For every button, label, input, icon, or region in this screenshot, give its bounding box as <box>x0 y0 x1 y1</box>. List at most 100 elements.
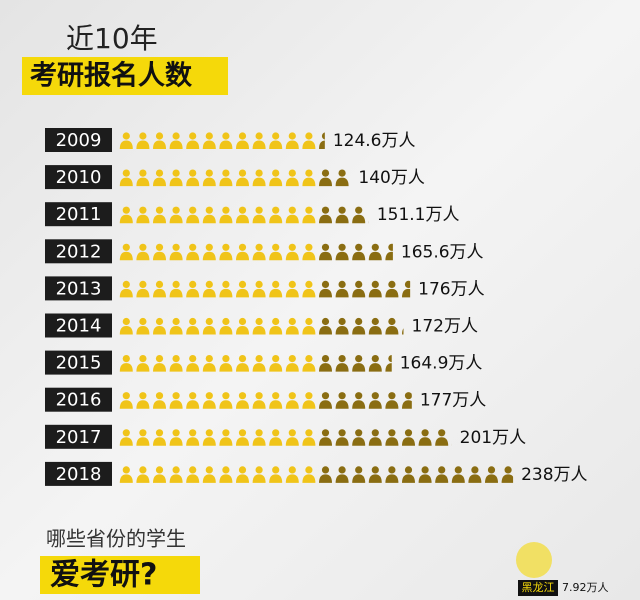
icon-body <box>153 288 166 298</box>
icon-body <box>335 474 349 483</box>
year-box <box>45 313 112 338</box>
value-label: 140万人 <box>358 168 424 188</box>
icon-head <box>172 280 180 288</box>
icon-body <box>352 363 366 372</box>
icon-body <box>202 437 216 446</box>
icon-body <box>169 326 183 335</box>
icon-head <box>155 317 164 326</box>
icon-head <box>438 466 446 474</box>
icon-body <box>153 214 166 224</box>
section-title: 爱考研? <box>50 558 157 593</box>
icon-body <box>186 474 200 483</box>
icon-body <box>285 140 299 149</box>
icon-head <box>305 280 313 288</box>
icon-head <box>172 206 180 214</box>
icon-body <box>335 363 349 372</box>
icon-body <box>186 251 200 261</box>
icon-body <box>169 437 183 446</box>
icon-body <box>285 288 299 298</box>
icon-body <box>219 214 233 224</box>
icon-body <box>451 474 465 483</box>
icon-body <box>285 400 299 409</box>
icon-head <box>172 243 180 251</box>
icon-head <box>222 243 230 251</box>
icon-head <box>371 429 379 437</box>
icon-body <box>169 363 183 372</box>
icon-head <box>122 280 130 288</box>
icon-body <box>186 140 200 149</box>
icon-head <box>371 466 379 474</box>
year-label: 2012 <box>56 241 102 262</box>
icon-head <box>321 355 330 363</box>
icon-body <box>302 437 316 446</box>
icon-head <box>122 243 130 251</box>
icon-body <box>202 288 216 298</box>
icon-head <box>404 392 412 400</box>
icon-body <box>169 474 183 483</box>
icon-head <box>321 280 330 288</box>
icon-head <box>305 317 313 326</box>
icon-body <box>219 251 233 261</box>
icon-head <box>222 317 230 326</box>
province-name: 黑龙江 <box>522 581 555 594</box>
icon-body <box>368 326 382 335</box>
year-box <box>45 202 112 227</box>
icon-body <box>319 288 332 298</box>
icon-body <box>186 214 200 224</box>
icon-head <box>155 429 164 437</box>
icon-head <box>338 243 346 251</box>
value-label: 151.1万人 <box>377 205 460 225</box>
icon-body <box>236 177 249 187</box>
year-label: 2009 <box>56 130 102 151</box>
icon-head <box>255 466 263 474</box>
icon-head <box>388 280 396 288</box>
icon-body <box>119 214 133 224</box>
icon-head <box>255 206 263 214</box>
icon-bar <box>119 355 392 372</box>
icon-head <box>238 317 247 326</box>
icon-head <box>205 243 213 251</box>
value-label: 165.6万人 <box>401 242 484 262</box>
icon-body <box>252 177 266 187</box>
icon-body <box>368 251 382 261</box>
icon-body <box>319 437 332 446</box>
icon-bar <box>119 466 514 483</box>
icon-bar <box>119 280 411 298</box>
icon-head <box>321 392 330 400</box>
icon-head <box>122 466 130 474</box>
icon-body <box>136 140 150 149</box>
icon-head <box>189 466 197 474</box>
icon-body <box>368 400 382 409</box>
icon-head <box>222 392 230 400</box>
icon-body <box>252 400 266 409</box>
icon-body <box>385 363 392 372</box>
icon-head <box>205 280 213 288</box>
icon-body <box>186 288 200 298</box>
icon-head <box>388 429 396 437</box>
icon-head <box>321 206 330 214</box>
icon-head <box>305 243 313 251</box>
icon-body <box>368 288 382 298</box>
icon-head <box>139 392 147 400</box>
icon-head <box>355 243 363 251</box>
icon-head <box>288 169 296 177</box>
chart-subtitle: 考研报名人数 <box>30 60 193 92</box>
icon-body <box>169 177 183 187</box>
icon-head <box>222 355 230 363</box>
icon-body <box>368 474 382 483</box>
icon-body <box>418 474 432 483</box>
icon-body <box>219 177 233 187</box>
icon-head <box>288 206 296 214</box>
year-label: 2014 <box>56 316 102 337</box>
year-box <box>45 424 112 449</box>
icon-body <box>153 474 166 483</box>
icon-body <box>202 251 216 261</box>
icon-head <box>321 243 330 251</box>
icon-head <box>438 429 446 437</box>
icon-body <box>219 288 233 298</box>
icon-body <box>153 437 166 446</box>
icon-head <box>338 206 346 214</box>
icon-head <box>272 132 280 140</box>
icon-body <box>219 400 233 409</box>
